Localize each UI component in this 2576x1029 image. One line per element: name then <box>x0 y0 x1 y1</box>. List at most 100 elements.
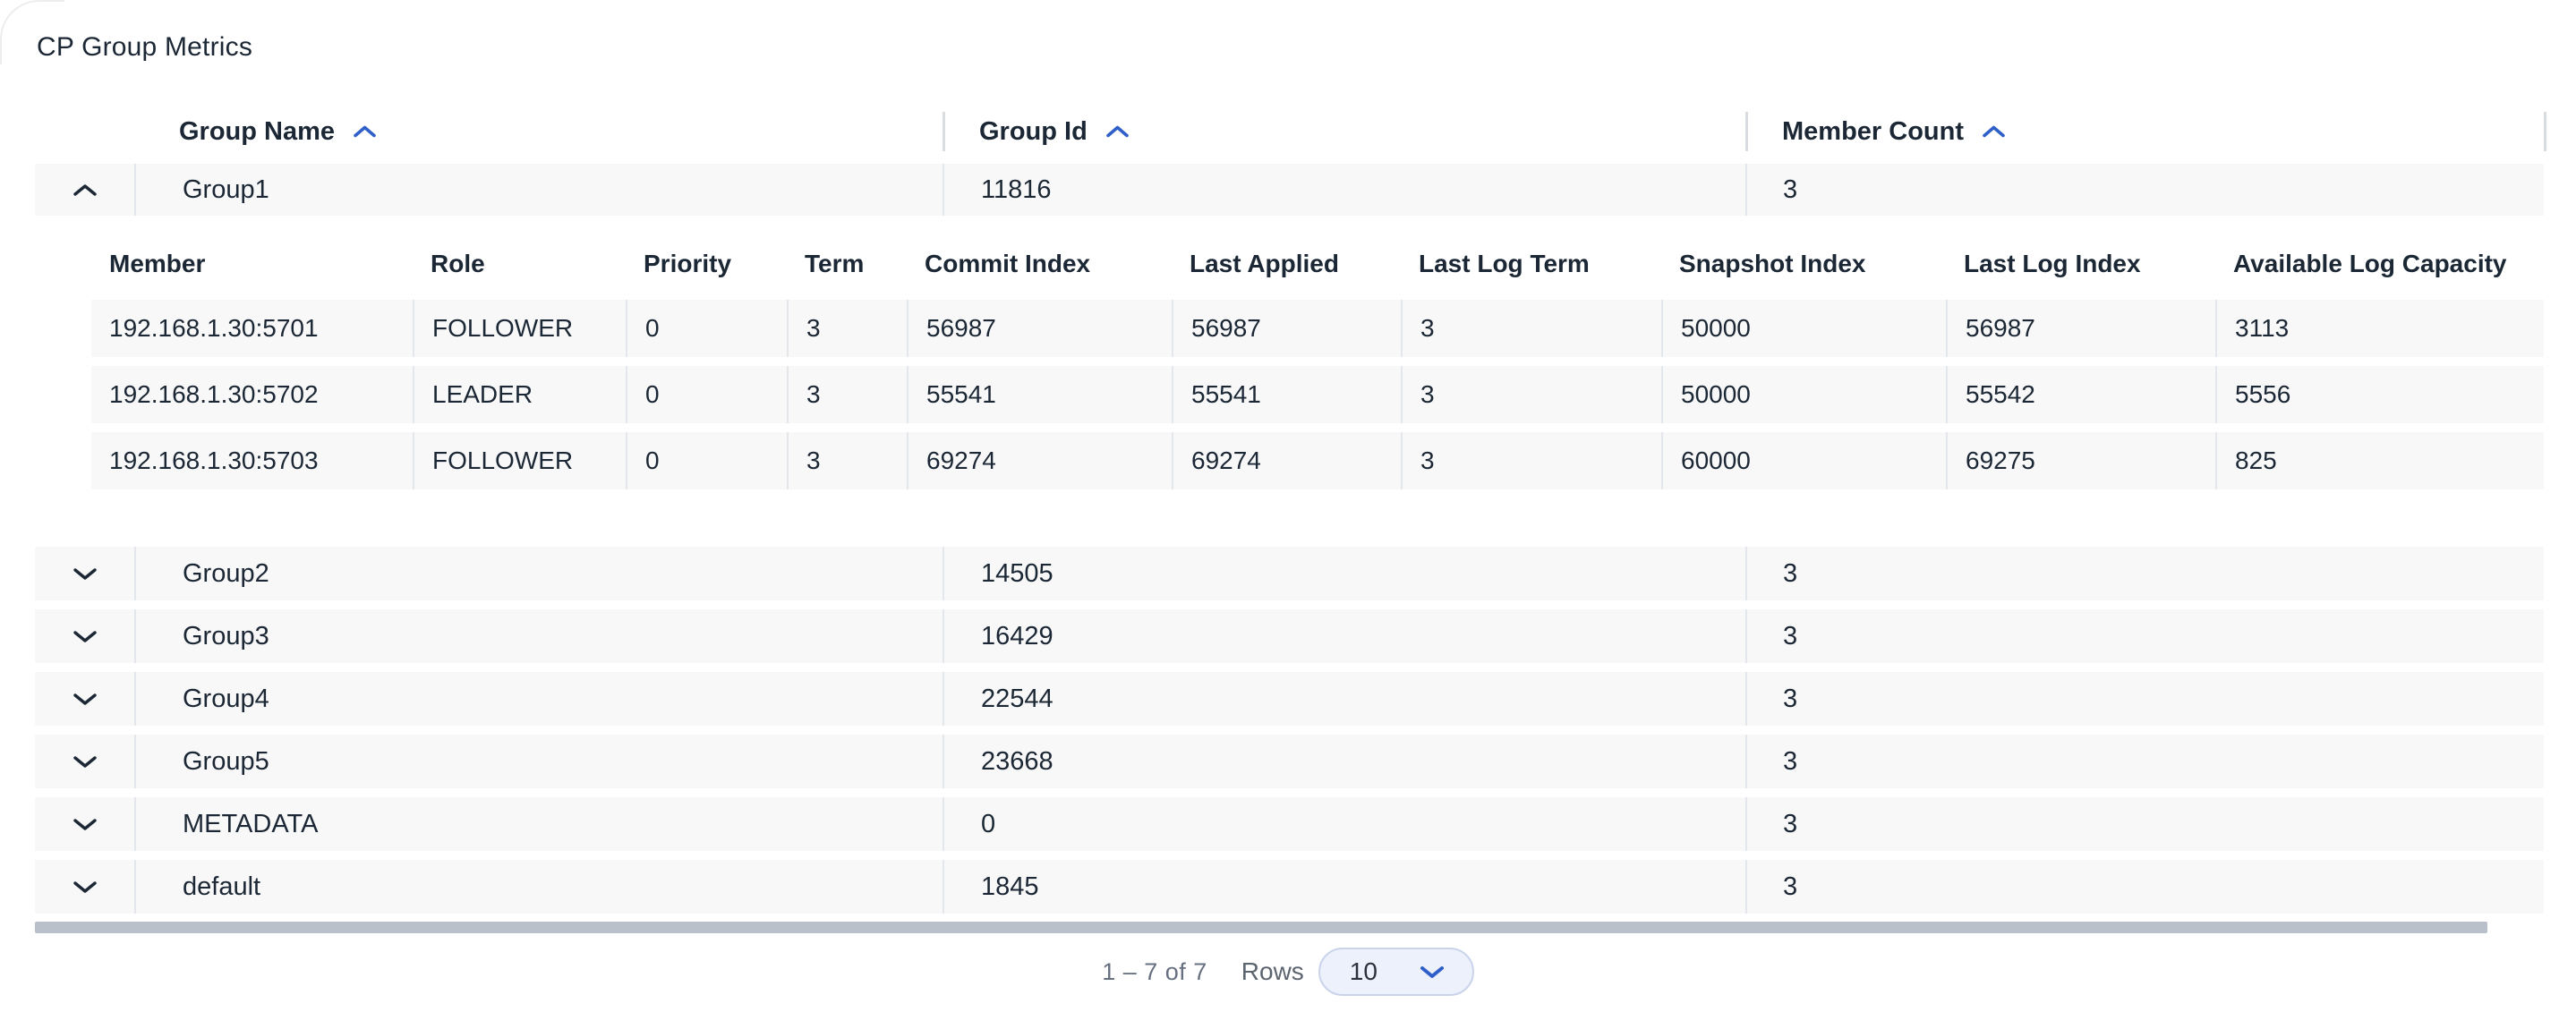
expand-row-button[interactable] <box>35 609 134 663</box>
chevron-down-icon <box>73 630 97 642</box>
member-row[interactable]: 192.168.1.30:5703 FOLLOWER 0 3 69274 692… <box>91 432 2544 489</box>
member-last-log-term-cell: 3 <box>1401 300 1661 357</box>
member-column-header: Last Applied <box>1190 250 1339 277</box>
member-commit-index-cell: 56987 <box>907 300 1172 357</box>
column-header-label: Member Count <box>1782 116 1964 146</box>
member-commit-index-cell: 69274 <box>907 432 1172 489</box>
table-row-group5[interactable]: Group5 23668 3 <box>35 735 2544 788</box>
member-last-log-index-cell: 56987 <box>1946 300 2215 357</box>
member-count-cell: 3 <box>1745 735 2544 788</box>
header-expander-spacer <box>35 109 134 154</box>
member-last-applied-cell: 56987 <box>1172 300 1401 357</box>
table-row-group1[interactable]: Group1 11816 3 <box>35 164 2544 216</box>
member-column-header: Last Log Index <box>1964 250 2141 277</box>
expand-row-button[interactable] <box>35 860 134 914</box>
member-count-cell: 3 <box>1745 860 2544 914</box>
member-term-cell: 3 <box>787 432 907 489</box>
member-address-cell: 192.168.1.30:5701 <box>109 314 319 342</box>
sort-ascending-icon[interactable] <box>1104 123 1131 140</box>
table-row-metadata[interactable]: METADATA 0 3 <box>35 797 2544 851</box>
member-priority-cell: 0 <box>626 432 787 489</box>
member-detail-table: Member Role Priority Term Commit Index L… <box>91 242 2544 489</box>
pagination-bar: 1 – 7 of 7 Rows 10 <box>0 948 2576 996</box>
group-name-cell: Group4 <box>134 672 943 726</box>
member-available-log-capacity-cell: 3113 <box>2215 300 2544 357</box>
group-id-cell: 23668 <box>943 735 1745 788</box>
member-column-header: Member <box>109 250 206 277</box>
member-snapshot-index-cell: 50000 <box>1661 366 1946 423</box>
expand-row-button[interactable] <box>35 735 134 788</box>
table-row-group2[interactable]: Group2 14505 3 <box>35 547 2544 600</box>
table-header-row: Group Name Group Id Member Count <box>35 109 2546 154</box>
member-role-cell: FOLLOWER <box>413 300 626 357</box>
group-name-cell: Group2 <box>134 547 943 600</box>
column-header-label: Group Id <box>979 116 1088 146</box>
member-available-log-capacity-cell: 5556 <box>2215 366 2544 423</box>
group-name-cell: METADATA <box>134 797 943 851</box>
member-count-cell: 3 <box>1745 609 2544 663</box>
chevron-down-icon <box>73 818 97 830</box>
member-column-header: Role <box>431 250 485 277</box>
group-name-cell: default <box>134 860 943 914</box>
chevron-down-icon <box>73 880 97 893</box>
member-last-applied-cell: 55541 <box>1172 366 1401 423</box>
rows-per-page-value: 10 <box>1349 957 1378 985</box>
member-term-cell: 3 <box>787 300 907 357</box>
member-count-cell: 3 <box>1745 164 2544 216</box>
collapse-row-button[interactable] <box>35 164 134 216</box>
rows-per-page-label: Rows <box>1241 957 1304 985</box>
member-row[interactable]: 192.168.1.30:5702 LEADER 0 3 55541 55541… <box>91 366 2544 423</box>
table-row-group4[interactable]: Group4 22544 3 <box>35 672 2544 726</box>
rows-per-page-select[interactable]: 10 <box>1318 948 1474 996</box>
member-last-log-index-cell: 55542 <box>1946 366 2215 423</box>
member-role-cell: FOLLOWER <box>413 432 626 489</box>
group-name-cell: Group3 <box>134 609 943 663</box>
page-range-text: 1 – 7 of 7 <box>1102 957 1207 985</box>
member-last-log-term-cell: 3 <box>1401 432 1661 489</box>
group-id-cell: 1845 <box>943 860 1745 914</box>
member-role-cell: LEADER <box>413 366 626 423</box>
member-column-header: Term <box>805 250 865 277</box>
expand-row-button[interactable] <box>35 672 134 726</box>
column-header-label: Group Name <box>179 116 336 146</box>
member-count-cell: 3 <box>1745 797 2544 851</box>
chevron-down-icon <box>73 567 97 580</box>
group-id-cell: 11816 <box>943 164 1745 216</box>
spacer <box>35 489 2544 547</box>
member-last-log-index-cell: 69275 <box>1946 432 2215 489</box>
chevron-up-icon <box>73 183 97 196</box>
member-count-cell: 3 <box>1745 547 2544 600</box>
column-header-group-name[interactable]: Group Name <box>134 109 943 154</box>
member-snapshot-index-cell: 50000 <box>1661 300 1946 357</box>
table-row-default[interactable]: default 1845 3 <box>35 860 2544 914</box>
group-name-cell: Group1 <box>134 164 943 216</box>
member-commit-index-cell: 55541 <box>907 366 1172 423</box>
expand-row-button[interactable] <box>35 797 134 851</box>
sort-ascending-icon[interactable] <box>1980 123 2008 140</box>
member-column-header: Last Log Term <box>1419 250 1590 277</box>
member-column-header: Commit Index <box>925 250 1091 277</box>
chevron-down-icon <box>1420 966 1444 978</box>
member-column-header: Priority <box>644 250 732 277</box>
table-row-group3[interactable]: Group3 16429 3 <box>35 609 2544 663</box>
cp-group-table: Group Name Group Id Member Count <box>35 109 2546 923</box>
member-available-log-capacity-cell: 825 <box>2215 432 2544 489</box>
group-id-cell: 14505 <box>943 547 1745 600</box>
member-row[interactable]: 192.168.1.30:5701 FOLLOWER 0 3 56987 569… <box>91 300 2544 357</box>
member-priority-cell: 0 <box>626 366 787 423</box>
member-priority-cell: 0 <box>626 300 787 357</box>
member-snapshot-index-cell: 60000 <box>1661 432 1946 489</box>
sort-ascending-icon[interactable] <box>351 123 379 140</box>
group-name-cell: Group5 <box>134 735 943 788</box>
column-header-member-count[interactable]: Member Count <box>1745 109 2546 154</box>
member-last-applied-cell: 69274 <box>1172 432 1401 489</box>
member-last-log-term-cell: 3 <box>1401 366 1661 423</box>
column-header-group-id[interactable]: Group Id <box>943 109 1745 154</box>
header-divider <box>943 112 945 151</box>
page-title: CP Group Metrics <box>37 32 253 62</box>
expand-row-button[interactable] <box>35 547 134 600</box>
horizontal-scrollbar[interactable] <box>35 922 2487 933</box>
chevron-down-icon <box>73 693 97 705</box>
member-table-header: Member Role Priority Term Commit Index L… <box>91 242 2544 286</box>
